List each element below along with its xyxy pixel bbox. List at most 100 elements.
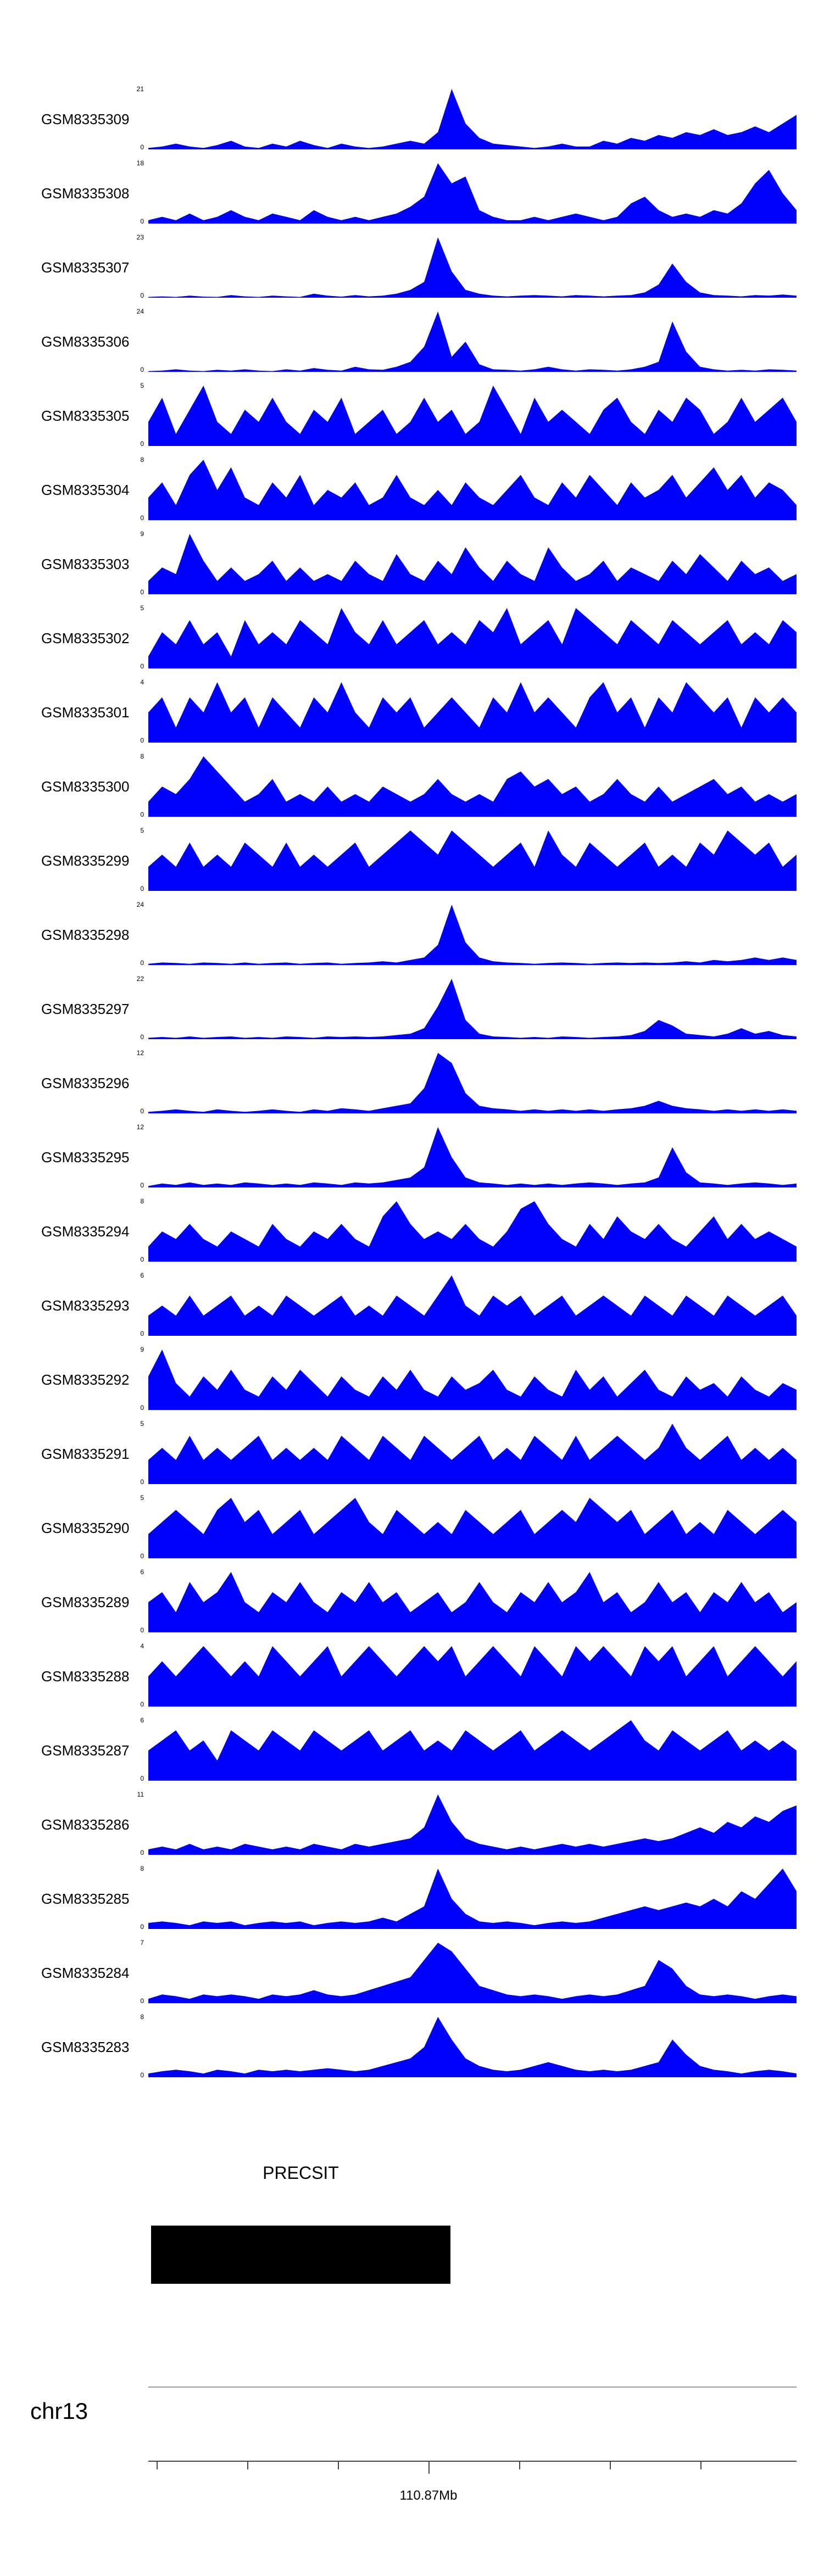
signal-polygon <box>148 1424 797 1484</box>
axis-tick <box>338 2462 339 2469</box>
track-ymax-label: 6 <box>140 1568 144 1576</box>
track-ymin-label: 0 <box>140 1775 144 1782</box>
signal-polygon <box>148 1794 797 1855</box>
track-ymax-label: 6 <box>140 1272 144 1279</box>
track-ymin-label: 0 <box>140 1626 144 1634</box>
track-ymin-label: 0 <box>140 737 144 744</box>
track-label: GSM8335308 <box>41 185 130 202</box>
signal-track-row: GSM8335287 6 0 <box>0 1714 824 1788</box>
axis-tick <box>157 2462 158 2469</box>
signal-area-plot <box>148 237 797 298</box>
axis-tick-center <box>428 2462 430 2474</box>
signal-track-row: GSM8335293 6 0 <box>0 1269 824 1343</box>
signal-track-row: GSM8335294 8 0 <box>0 1195 824 1269</box>
track-ymax-label: 7 <box>140 1939 144 1947</box>
signal-area-plot <box>148 756 797 817</box>
signal-area-plot <box>148 1646 797 1707</box>
track-ymin-label: 0 <box>140 1404 144 1412</box>
signal-track-row: GSM8335309 21 0 <box>0 82 824 157</box>
track-label: GSM8335305 <box>41 408 130 424</box>
signal-track-row: GSM8335296 12 0 <box>0 1046 824 1120</box>
track-ymax-label: 8 <box>140 456 144 464</box>
track-ymax-label: 9 <box>140 530 144 538</box>
signal-area-plot <box>148 1869 797 1929</box>
gene-name-label: PRECSIT <box>263 2163 339 2183</box>
signal-track-row: GSM8335286 11 0 <box>0 1788 824 1862</box>
signal-area-plot <box>148 1424 797 1484</box>
signal-polygon <box>148 89 797 149</box>
track-label: GSM8335300 <box>41 778 130 795</box>
track-ymax-label: 6 <box>140 1716 144 1724</box>
track-label: GSM8335286 <box>41 1816 130 1833</box>
signal-area-plot <box>148 1720 797 1781</box>
track-label: GSM8335283 <box>41 2039 130 2055</box>
signal-polygon <box>148 163 797 224</box>
position-tick-label: 110.87Mb <box>399 2488 458 2503</box>
signal-track-row: GSM8335303 9 0 <box>0 527 824 601</box>
track-label: GSM8335295 <box>41 1149 130 1166</box>
signal-polygon <box>148 1201 797 1262</box>
track-ymin-label: 0 <box>140 440 144 448</box>
track-label: GSM8335287 <box>41 1742 130 1759</box>
track-label: GSM8335304 <box>41 482 130 498</box>
track-label: GSM8335294 <box>41 1223 130 1240</box>
track-ymin-label: 0 <box>140 2071 144 2079</box>
signal-area-plot <box>148 311 797 372</box>
track-label: GSM8335284 <box>41 1965 130 1981</box>
track-ymin-label: 0 <box>140 1478 144 1486</box>
signal-area-plot <box>148 682 797 743</box>
signal-track-row: GSM8335305 5 0 <box>0 379 824 453</box>
signal-polygon <box>148 460 797 520</box>
track-ymin-label: 0 <box>140 143 144 151</box>
signal-track-row: GSM8335297 22 0 <box>0 972 824 1046</box>
track-ymin-label: 0 <box>140 1181 144 1189</box>
chromosome-label: chr13 <box>30 2398 88 2424</box>
signal-track-row: GSM8335295 12 0 <box>0 1120 824 1195</box>
axis-tick <box>610 2462 611 2469</box>
track-ymin-label: 0 <box>140 1849 144 1856</box>
track-ymax-label: 8 <box>140 2013 144 2021</box>
track-ymin-label: 0 <box>140 1107 144 1115</box>
signal-track-row: GSM8335308 18 0 <box>0 157 824 231</box>
track-ymax-label: 21 <box>136 85 144 93</box>
track-ymax-label: 8 <box>140 752 144 760</box>
signal-polygon <box>148 1572 797 1632</box>
signal-polygon <box>148 1350 797 1410</box>
track-label: GSM8335299 <box>41 852 130 869</box>
track-label: GSM8335297 <box>41 1001 130 1017</box>
signal-track-row: GSM8335290 5 0 <box>0 1491 824 1565</box>
track-ymin-label: 0 <box>140 885 144 893</box>
signal-polygon <box>148 1498 797 1558</box>
signal-polygon <box>148 608 797 668</box>
track-ymin-label: 0 <box>140 1700 144 1708</box>
signal-polygon <box>148 830 797 891</box>
track-ymax-label: 23 <box>136 233 144 241</box>
signal-track-row: GSM8335284 7 0 <box>0 1936 824 2010</box>
track-ymin-label: 0 <box>140 1330 144 1337</box>
signal-area-plot <box>148 1350 797 1410</box>
signal-track-row: GSM8335306 24 0 <box>0 305 824 379</box>
track-ymin-label: 0 <box>140 959 144 967</box>
signal-polygon <box>148 534 797 594</box>
track-ymax-label: 18 <box>136 159 144 167</box>
signal-area-plot <box>148 2017 797 2077</box>
track-ymax-label: 5 <box>140 1494 144 1502</box>
signal-track-row: GSM8335299 5 0 <box>0 824 824 898</box>
track-ymax-label: 24 <box>136 308 144 315</box>
signal-polygon <box>148 1127 797 1187</box>
signal-area-plot <box>148 1275 797 1336</box>
track-label: GSM8335296 <box>41 1075 130 1091</box>
signal-track-row: GSM8335289 6 0 <box>0 1565 824 1640</box>
track-label: GSM8335291 <box>41 1446 130 1462</box>
track-ymax-label: 11 <box>137 1791 144 1798</box>
track-ymin-label: 0 <box>140 514 144 522</box>
axis-tick <box>519 2462 520 2469</box>
signal-area-plot <box>148 386 797 446</box>
track-ymin-label: 0 <box>140 1033 144 1041</box>
signal-area-plot <box>148 1498 797 1558</box>
track-ymax-label: 22 <box>136 975 144 983</box>
signal-area-plot <box>148 1572 797 1632</box>
signal-polygon <box>148 905 797 965</box>
signal-polygon <box>148 1943 797 2003</box>
